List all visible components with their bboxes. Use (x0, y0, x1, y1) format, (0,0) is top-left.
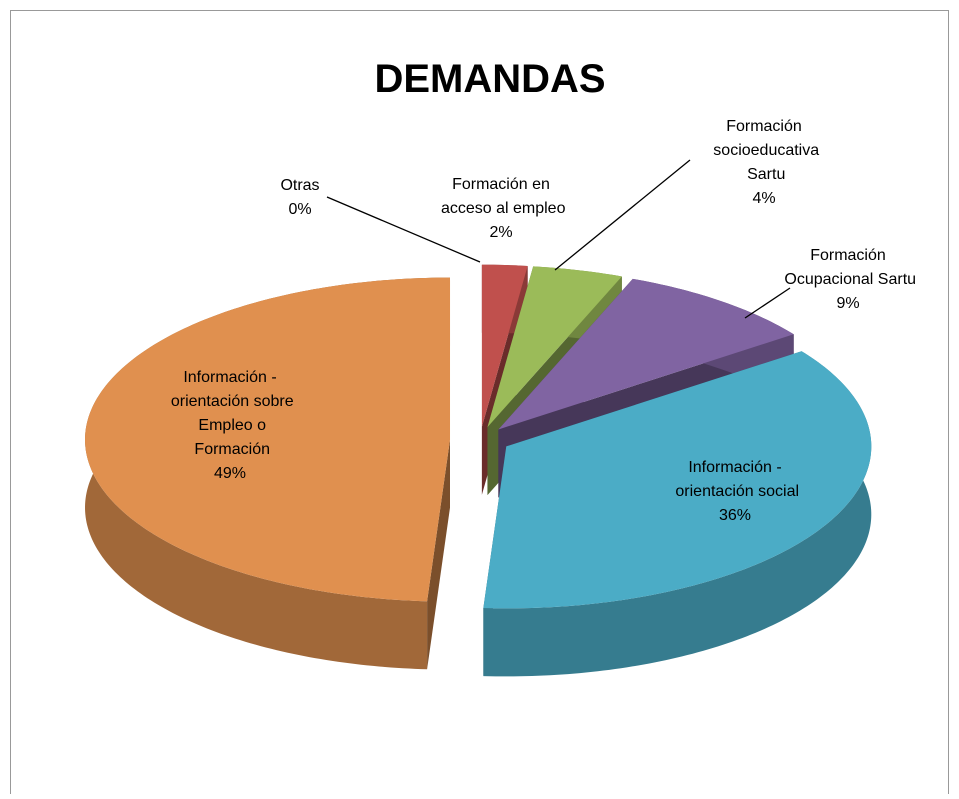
chart-title: DEMANDAS (374, 57, 605, 101)
data-value-label: 49% (214, 465, 246, 482)
slice-top (483, 351, 872, 609)
slice-top (498, 278, 794, 430)
data-value-label: 9% (836, 295, 859, 312)
data-label: Formación Ocupacional Sartu (780, 247, 916, 288)
data-label: Formación en acceso al empleo (437, 176, 566, 217)
slice-wall (483, 351, 872, 677)
slice-top (481, 264, 528, 427)
data-value-label: 36% (719, 507, 751, 524)
data-label: Información - orientación social (671, 459, 799, 500)
data-label: Formación socioeducativa Sartu (709, 118, 819, 183)
data-value-label: 2% (489, 224, 512, 241)
leader-line (326, 196, 481, 263)
slice (85, 277, 451, 670)
slice-top (85, 277, 451, 602)
data-label: Información - orientación sobre Empleo o… (166, 369, 293, 458)
data-label: Otras (280, 177, 319, 194)
data-value-label: 4% (752, 190, 775, 207)
slice-side (427, 439, 451, 670)
data-value-label: 0% (288, 201, 311, 218)
leader-line (744, 287, 791, 319)
slice-top (487, 266, 622, 428)
slice (483, 351, 872, 677)
leader-line (554, 159, 691, 271)
